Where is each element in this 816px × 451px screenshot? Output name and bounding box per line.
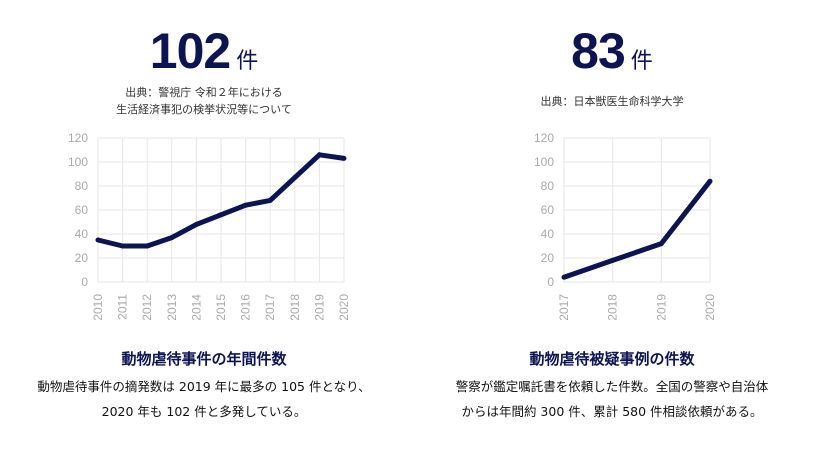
source-line-1: 出典：日本獣医生命科学大学 bbox=[540, 95, 684, 108]
headline-unit: 件 bbox=[236, 49, 259, 74]
y-tick-label: 0 bbox=[547, 275, 554, 289]
data-point bbox=[561, 274, 567, 280]
y-tick-label: 100 bbox=[68, 155, 88, 169]
source-note: 出典：日本獣医生命科学大学 bbox=[408, 93, 816, 110]
data-point bbox=[267, 197, 273, 203]
x-tick-label: 2018 bbox=[606, 294, 620, 321]
y-tick-label: 80 bbox=[541, 179, 555, 193]
data-point bbox=[658, 241, 664, 247]
caption-line-1: 動物虐待事件の摘発数は 2019 年に最多の 105 件となり、 bbox=[37, 379, 371, 394]
y-tick-label: 120 bbox=[534, 131, 554, 145]
data-point bbox=[193, 221, 199, 227]
x-tick-label: 2017 bbox=[557, 294, 571, 321]
data-point bbox=[341, 155, 347, 161]
caption-line-2: からは年間約 300 件、累計 580 件相談依頼がある。 bbox=[461, 404, 763, 419]
x-tick-label: 2019 bbox=[312, 294, 326, 321]
chart-svg: 0 20 40 60 80 100 120 2010 2011 2012 2013 2014 2015 2… bbox=[68, 131, 351, 321]
data-point bbox=[169, 235, 175, 241]
data-point bbox=[95, 237, 101, 243]
headline-number: 102 bbox=[149, 23, 231, 79]
source-line-2: 生活経済事犯の検挙状況等について bbox=[116, 103, 292, 116]
y-tick-label: 120 bbox=[68, 131, 88, 145]
y-tick-label: 40 bbox=[541, 227, 555, 241]
data-point bbox=[120, 243, 126, 249]
caption-title: 動物虐待被疑事例の件数 bbox=[529, 350, 695, 368]
headline-count: 102 件 bbox=[0, 22, 408, 80]
y-tick-label: 60 bbox=[75, 203, 89, 217]
y-tick-label: 100 bbox=[534, 155, 554, 169]
y-tick-label: 0 bbox=[81, 275, 88, 289]
x-tick-label: 2013 bbox=[165, 294, 179, 321]
x-tick-label: 2017 bbox=[263, 294, 277, 321]
x-tick-label: 2011 bbox=[116, 294, 130, 320]
line-chart-right: 0 20 40 60 80 100 120 2017 2018 2019 2020 bbox=[408, 0, 816, 340]
x-tick-label: 2014 bbox=[189, 294, 203, 321]
caption-line-2: 2020 年も 102 件と多発している。 bbox=[101, 404, 307, 419]
x-tick-label: 2010 bbox=[91, 294, 105, 321]
data-point bbox=[610, 257, 616, 263]
source-line-1: 出典：警視庁 令和２年における bbox=[125, 86, 283, 99]
y-tick-label: 40 bbox=[75, 227, 89, 241]
caption-body: 動物虐待事件の摘発数は 2019 年に最多の 105 件となり、 2020 年も… bbox=[0, 374, 408, 424]
y-tick-label: 20 bbox=[541, 251, 555, 265]
data-point bbox=[316, 152, 322, 158]
data-point bbox=[144, 243, 150, 249]
x-tick-label: 2012 bbox=[140, 294, 154, 321]
x-tick-label: 2019 bbox=[654, 294, 668, 321]
right-panel: 83 件 出典：日本獣医生命科学大学 0 20 40 60 80 100 120 2017 201… bbox=[408, 0, 816, 451]
caption-line-1: 警察が鑑定嘱託書を依頼した件数。全国の警察や自治体 bbox=[455, 379, 769, 394]
data-point bbox=[292, 175, 298, 181]
data-point bbox=[707, 178, 713, 184]
headline-unit: 件 bbox=[630, 49, 653, 74]
chart-svg: 0 20 40 60 80 100 120 2017 2018 2019 2020 bbox=[534, 131, 717, 321]
data-point bbox=[243, 202, 249, 208]
caption-body: 警察が鑑定嘱託書を依頼した件数。全国の警察や自治体 からは年間約 300 件、累… bbox=[408, 374, 816, 424]
line-chart-left: 0 20 40 60 80 100 120 2010 2011 2012 2013 2014 2015 2… bbox=[0, 0, 408, 340]
series-line bbox=[563, 179, 712, 280]
x-tick-label: 2015 bbox=[214, 294, 228, 321]
x-tick-label: 2016 bbox=[239, 294, 253, 321]
source-note: 出典：警視庁 令和２年における 生活経済事犯の検挙状況等について bbox=[0, 84, 408, 118]
data-point bbox=[218, 212, 224, 218]
headline-number: 83 bbox=[571, 23, 626, 79]
x-tick-label: 2020 bbox=[337, 294, 351, 321]
caption-title: 動物虐待事件の年間件数 bbox=[121, 350, 287, 368]
y-tick-label: 20 bbox=[75, 251, 89, 265]
headline-count: 83 件 bbox=[408, 22, 816, 80]
x-tick-label: 2020 bbox=[703, 294, 717, 321]
x-tick-label: 2018 bbox=[288, 294, 302, 321]
y-tick-label: 60 bbox=[541, 203, 555, 217]
y-tick-label: 80 bbox=[75, 179, 89, 193]
